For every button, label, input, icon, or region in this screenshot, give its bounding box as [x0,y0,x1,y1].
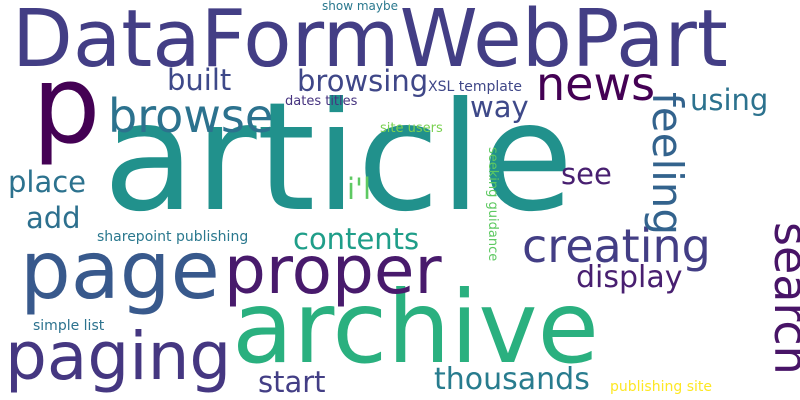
word-p: p [32,52,101,160]
word-search: search [768,222,800,375]
word-simple-list: simple list [33,319,104,333]
word-sharepoint-publishing: sharepoint publishing [97,230,248,244]
word-start: start [258,368,326,397]
word-il: i'l [347,175,371,204]
word-show-maybe: show maybe [322,0,398,12]
word-add: add [26,204,81,233]
word-built: built [167,66,231,95]
word-xsl-template: XSL template [428,80,522,94]
word-seeking-guidance: seeking guidance [486,147,499,261]
word-place: place [8,168,86,197]
word-thousands: thousands [434,365,590,395]
word-feeling: feeling [646,92,688,235]
word-publishing-site: publishing site [610,380,712,394]
word-contents: contents [293,225,419,254]
word-news: news [536,61,655,107]
word-browse: browse [108,93,273,139]
word-dates-titles: dates titles [285,95,357,108]
word-site-users: site users [380,122,443,135]
word-way: way [470,93,529,122]
word-see: see [561,160,612,189]
word-display: display [576,263,683,293]
word-using: using [690,86,768,115]
word-browsing: browsing [297,67,428,96]
